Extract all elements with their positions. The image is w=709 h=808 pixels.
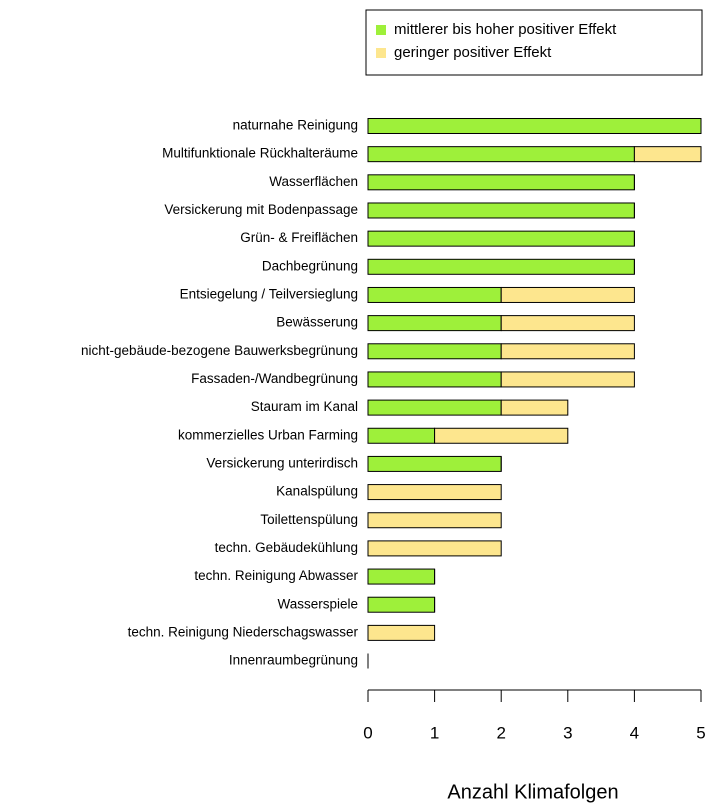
bar-segment [367, 286, 502, 303]
y-tick-label: Multifunktionale Rückhalteräume [162, 146, 358, 161]
y-tick-label: Versickerung unterirdisch [206, 455, 358, 470]
bar-segment [633, 146, 702, 163]
bar-segment [367, 118, 702, 134]
y-tick-label: Fassaden-/Wandbegrünung [191, 371, 358, 386]
bar-segment [367, 596, 436, 613]
y-tick-label: Entsiegelung / Teilversieglung [180, 287, 358, 302]
bar-segment [367, 230, 635, 247]
bar-segment [367, 455, 502, 472]
legend-box [365, 9, 703, 76]
y-tick-label: Wasserflächen [269, 174, 358, 189]
x-tick-label: 0 [363, 723, 372, 742]
bar-segment [367, 371, 502, 388]
bar-segment [500, 315, 635, 332]
legend-swatch [376, 48, 386, 58]
y-tick-label: techn. Reinigung Abwasser [194, 568, 358, 583]
bar-segment [367, 202, 635, 219]
bar-segment [367, 315, 502, 332]
bar-segment [367, 512, 502, 529]
y-tick-label: techn. Reinigung Niederschagswasser [128, 624, 359, 639]
bar-segment [367, 343, 502, 360]
y-tick-label: kommerzielles Urban Farming [178, 427, 358, 442]
bar-segment [367, 484, 502, 501]
bar-segment [367, 540, 502, 557]
bar-segment [500, 399, 569, 416]
y-tick-label: Versickerung mit Bodenpassage [164, 202, 358, 217]
legend-swatch [376, 25, 386, 35]
y-tick-label: techn. Gebäudekühlung [215, 540, 358, 555]
x-tick-label: 4 [630, 723, 639, 742]
y-tick-label: Dachbegrünung [262, 258, 358, 273]
bar-segment [367, 258, 635, 275]
x-tick-label: 3 [563, 723, 572, 742]
bar-segment [367, 174, 635, 191]
bar-segment [500, 286, 635, 303]
bar-segment [434, 427, 569, 444]
x-tick-label: 5 [696, 723, 705, 742]
y-tick-label: nicht-gebäude-bezogene Bauwerksbegrünung [81, 343, 358, 358]
x-tick-label: 2 [496, 723, 505, 742]
y-tick-label: Grün- & Freiflächen [240, 230, 358, 245]
x-axis-title: Anzahl Klimafolgen [447, 781, 618, 803]
bar-segment [367, 146, 635, 163]
y-tick-label: Toilettenspülung [260, 512, 358, 527]
y-tick-label: Bewässerung [276, 315, 358, 330]
legend-label: mittlerer bis hoher positiver Effekt [394, 21, 617, 38]
bar-segment [367, 427, 436, 444]
y-tick-label: Stauram im Kanal [251, 399, 358, 414]
y-tick-label: Wasserspiele [277, 596, 358, 611]
legend-label: geringer positiver Effekt [394, 44, 552, 61]
bar-segment [367, 399, 502, 416]
bar-segment [367, 624, 436, 641]
x-tick-label: 1 [430, 723, 439, 742]
bar-segment [500, 343, 635, 360]
y-tick-label: naturnahe Reinigung [233, 118, 358, 133]
y-tick-label: Kanalspülung [276, 484, 358, 499]
y-tick-label: Innenraumbegrünung [229, 653, 358, 668]
bar-segment [500, 371, 635, 388]
bar-segment [367, 568, 436, 585]
